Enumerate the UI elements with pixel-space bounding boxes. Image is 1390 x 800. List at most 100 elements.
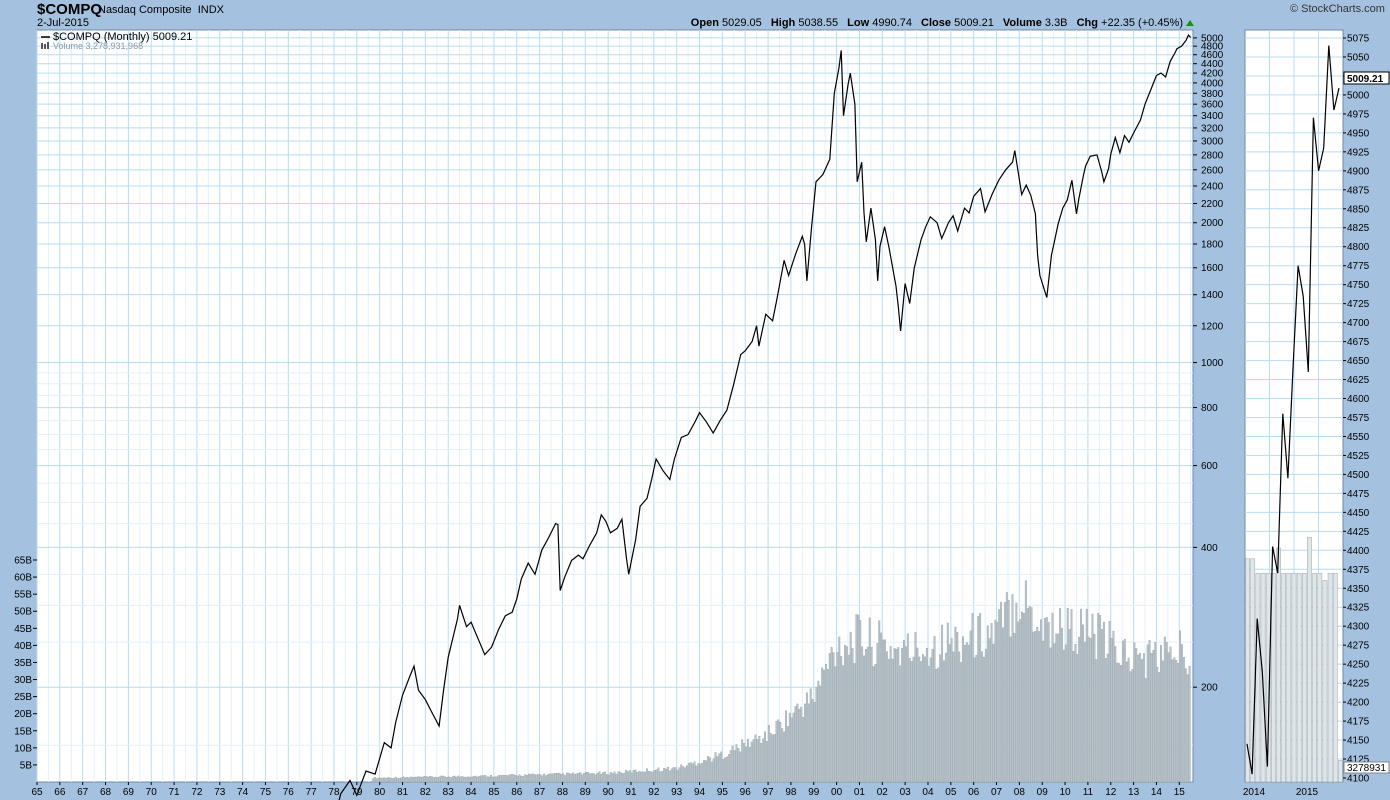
volume-bar — [442, 775, 445, 783]
volume-bar — [986, 625, 989, 783]
volume-bar — [963, 644, 966, 783]
volume-bar — [956, 632, 959, 783]
volume-bar — [640, 771, 643, 783]
volume-bar — [411, 777, 414, 783]
last-price-tag: 5009.21 — [1343, 71, 1390, 85]
price-tick-label: 3600 — [1201, 100, 1224, 111]
volume-bar — [1089, 637, 1092, 783]
year-tick-label: 94 — [694, 787, 706, 798]
volume-bar — [651, 771, 654, 783]
volume-bar — [615, 773, 618, 783]
volume-bar — [621, 773, 624, 783]
volume-bar — [569, 773, 572, 783]
volume-bar — [807, 703, 810, 783]
volume-bar — [876, 643, 879, 783]
price-tick-label: 2000 — [1201, 218, 1224, 229]
symbol-label: $COMPQ — [37, 1, 103, 18]
volume-bar — [737, 748, 740, 783]
volume-bar — [537, 774, 540, 783]
volume-bar — [891, 658, 894, 783]
brand-label[interactable]: © StockCharts.com — [1290, 3, 1385, 15]
volume-bar — [885, 651, 888, 783]
close-label: Close — [921, 17, 952, 29]
high-value: 5038.55 — [798, 17, 839, 29]
volume-bar — [783, 731, 786, 783]
volume-bar — [552, 773, 555, 783]
year-tick-label: 03 — [900, 787, 912, 798]
volume-bar — [1123, 638, 1126, 783]
volume-tick-label: 5B — [20, 760, 33, 771]
volume-bar — [449, 777, 452, 783]
inset-price-tick-label: 5050 — [1347, 52, 1370, 63]
volume-bar — [832, 652, 835, 783]
volume-bar — [935, 669, 938, 783]
volume-bar — [1000, 601, 1003, 783]
volume-bar — [809, 688, 812, 783]
volume-bar — [967, 644, 970, 783]
volume-bar — [1141, 659, 1143, 783]
volume-bar — [864, 649, 867, 783]
inset-price-tick-label: 4550 — [1347, 432, 1370, 443]
low-value: 4990.74 — [872, 17, 912, 29]
volume-bar — [863, 655, 865, 783]
year-tick-label: 77 — [306, 787, 318, 798]
year-tick-label: 04 — [922, 787, 934, 798]
price-tick-label: 4800 — [1201, 42, 1224, 53]
volume-bar — [775, 720, 778, 783]
volume-bar — [1110, 638, 1113, 783]
volume-bar — [868, 617, 871, 783]
volume-bar — [630, 772, 633, 783]
volume-bar — [982, 656, 985, 783]
inset-volume-bar — [1255, 572, 1261, 783]
volume-bar — [1180, 644, 1183, 783]
volume-label: Volume — [1002, 17, 1042, 29]
legend-volume-icon-2 — [44, 44, 46, 49]
volume-bar — [642, 771, 645, 783]
volume-bar — [486, 776, 489, 783]
inset-volume-bar — [1312, 572, 1317, 783]
volume-bar — [1087, 636, 1090, 783]
volume-bar — [1156, 667, 1159, 783]
volume-bar — [529, 774, 532, 783]
volume-bar — [731, 745, 734, 783]
volume-bar — [1160, 645, 1162, 783]
volume-bar — [602, 772, 605, 783]
volume-bar — [1165, 641, 1168, 783]
volume-bar — [750, 741, 753, 783]
volume-bar — [653, 770, 656, 783]
volume-bar — [628, 770, 631, 783]
price-tick-label: 2800 — [1201, 150, 1224, 161]
volume-bar — [507, 775, 509, 783]
volume-bar — [834, 666, 837, 783]
volume-value: 3.3B — [1044, 17, 1068, 29]
year-tick-label: 78 — [328, 787, 340, 798]
volume-bar — [1034, 631, 1037, 783]
volume-bar — [659, 771, 662, 783]
last-price-box — [1343, 71, 1390, 85]
inset-price-tick-label: 4500 — [1347, 470, 1370, 481]
volume-bar — [588, 773, 591, 783]
inset-price-tick-label: 4900 — [1347, 166, 1370, 177]
volume-bar — [1175, 660, 1178, 783]
volume-bar — [1043, 618, 1046, 783]
volume-bar — [428, 775, 431, 783]
year-tick-label: 68 — [100, 787, 112, 798]
volume-tick-label: 60B — [14, 573, 32, 584]
volume-bar — [729, 750, 732, 783]
volume-bar — [1021, 611, 1023, 783]
volume-bar — [649, 771, 652, 783]
volume-bar — [421, 776, 424, 783]
year-tick-label: 95 — [717, 787, 729, 798]
year-tick-label: 71 — [169, 787, 181, 798]
inset-price-tick-label: 4775 — [1347, 261, 1370, 272]
volume-bar — [725, 756, 728, 783]
inset-price-tick-label: 4725 — [1347, 299, 1370, 310]
year-tick-label: 08 — [1014, 787, 1026, 798]
volume-bar — [1131, 669, 1134, 783]
volume-bar — [493, 776, 496, 783]
high-label: High — [770, 17, 796, 29]
volume-bar — [1015, 602, 1018, 783]
volume-bar — [849, 631, 852, 783]
volume-bar — [1125, 661, 1128, 783]
